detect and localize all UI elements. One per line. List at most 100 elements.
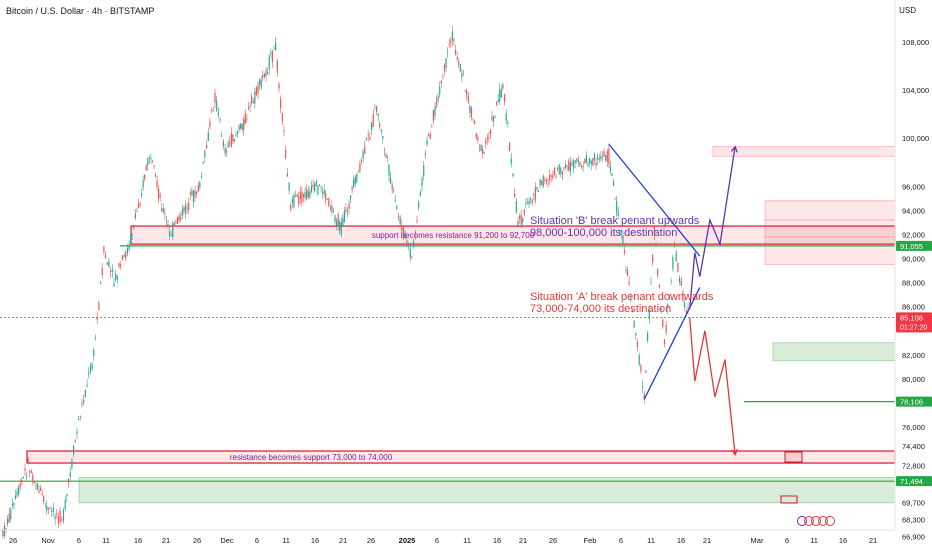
x-tick-label: 21	[339, 536, 347, 545]
x-tick-label: 26	[549, 536, 557, 545]
candle-body	[597, 156, 599, 160]
annotation-1-line-0: Situation 'A' break penant downwards	[530, 291, 714, 303]
candle-body	[165, 220, 168, 222]
candle-body	[328, 198, 330, 207]
candle-body	[202, 162, 204, 163]
candle-body	[553, 168, 556, 175]
candle-body	[537, 190, 540, 192]
candle-body	[205, 145, 208, 149]
candle-body	[376, 105, 378, 112]
zone-supply-4	[764, 200, 896, 265]
candle-body	[379, 123, 381, 128]
candle-body	[617, 211, 619, 216]
y-tick-label: 82,000	[902, 351, 925, 360]
candle-body	[672, 256, 674, 269]
candle-body	[443, 64, 446, 72]
projection-arrowhead-A	[731, 448, 739, 456]
candle-body	[589, 157, 591, 164]
candle-body	[640, 365, 642, 372]
candle-body	[16, 491, 18, 496]
candle-body	[209, 121, 211, 128]
candle-body	[665, 325, 667, 333]
candle-body	[204, 150, 206, 158]
candle-body	[13, 502, 15, 506]
candle-body	[115, 273, 117, 280]
candle-body	[496, 102, 498, 106]
candle-body	[525, 203, 527, 205]
candle-body	[301, 191, 303, 203]
candle-body	[189, 192, 191, 195]
candle-body	[108, 261, 110, 268]
candle-body	[555, 175, 557, 178]
candle-body	[249, 105, 251, 107]
candle-body	[52, 508, 54, 513]
candle-body	[337, 214, 339, 227]
candle-body	[421, 178, 423, 186]
candle-body	[585, 155, 588, 163]
candle-body	[153, 165, 155, 167]
candle-body	[603, 151, 605, 157]
event-marker-icon	[797, 516, 807, 526]
candle-body	[466, 90, 468, 96]
x-tick-label: 21	[519, 536, 527, 545]
candle-body	[265, 70, 267, 77]
y-tick-label: 74,400	[902, 442, 925, 451]
candle-body	[670, 280, 672, 282]
candle-body	[404, 232, 406, 239]
candle-body	[462, 74, 465, 76]
candle-body	[360, 159, 363, 162]
x-tick-label: 21	[162, 536, 170, 545]
candle-body	[587, 163, 589, 166]
candle-body	[431, 124, 433, 126]
candle-body	[518, 216, 521, 219]
candle-body	[508, 142, 511, 151]
candle-body	[507, 122, 509, 124]
candle-body	[150, 157, 152, 160]
candle-body	[2, 530, 4, 537]
projection-path-A	[689, 317, 736, 455]
candle-body	[499, 88, 501, 102]
zone-supply-3	[712, 146, 896, 157]
candle-body	[411, 256, 413, 258]
candle-body	[318, 184, 321, 186]
candle-body	[605, 155, 607, 160]
candle-body	[470, 107, 473, 118]
candle-body	[550, 175, 552, 177]
candle-body	[514, 193, 516, 197]
candle-body	[32, 475, 34, 483]
candle-body	[51, 510, 53, 512]
candle-body	[252, 100, 254, 103]
candle-body	[362, 150, 364, 159]
candle-body	[199, 182, 201, 188]
candle-body	[340, 221, 342, 236]
candle-body	[450, 40, 452, 43]
x-tick-label: 16	[839, 536, 847, 545]
price-badge-label-1: 78,106	[900, 398, 923, 407]
candle-body	[657, 269, 659, 276]
candle-body	[542, 175, 544, 187]
candle-body	[221, 135, 223, 137]
candle-body	[11, 504, 13, 506]
candle-body	[168, 231, 171, 236]
candle-body	[663, 339, 666, 344]
candle-body	[488, 137, 490, 139]
candle-body	[263, 73, 266, 77]
candle-body	[232, 134, 234, 142]
candle-body	[580, 166, 583, 167]
candle-body	[645, 370, 647, 374]
candle-body	[500, 89, 502, 98]
candle-body	[230, 132, 232, 147]
candle-body	[240, 123, 242, 129]
candle-body	[406, 240, 408, 243]
candle-body	[212, 110, 214, 112]
candle-body	[385, 154, 387, 158]
candle-body	[655, 244, 657, 246]
x-tick-label: 6	[255, 536, 259, 545]
candle-body	[241, 124, 243, 130]
candle-body	[606, 151, 608, 163]
candle-body	[687, 307, 689, 309]
y-tick-label: 90,000	[902, 255, 925, 264]
candle-body	[74, 441, 76, 443]
candle-body	[79, 415, 81, 417]
